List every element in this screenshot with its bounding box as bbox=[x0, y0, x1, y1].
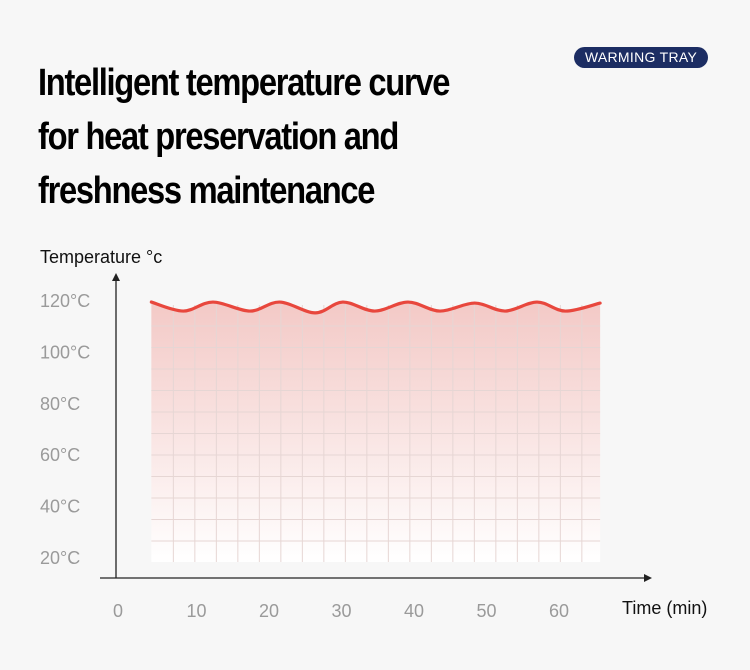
x-axis-title: Time (min) bbox=[622, 598, 707, 618]
x-axis-arrow-icon bbox=[644, 574, 652, 582]
y-axis-title: Temperature °c bbox=[40, 247, 162, 267]
headline: Intelligent temperature curve for heat p… bbox=[38, 56, 450, 218]
area-fill bbox=[151, 302, 601, 562]
x-tick-label: 20 bbox=[259, 601, 279, 621]
y-axis-arrow-icon bbox=[112, 273, 120, 281]
x-tick-label: 30 bbox=[331, 601, 351, 621]
x-tick-label: 10 bbox=[186, 601, 206, 621]
y-tick-label: 100°C bbox=[40, 342, 90, 362]
x-tick-label: 40 bbox=[404, 601, 424, 621]
y-tick-label: 20°C bbox=[40, 548, 80, 568]
headline-line: freshness maintenance bbox=[38, 170, 375, 212]
x-tick-label: 0 bbox=[113, 601, 123, 621]
x-tick-label: 50 bbox=[476, 601, 496, 621]
x-tick-label: 60 bbox=[549, 601, 569, 621]
y-tick-label: 80°C bbox=[40, 394, 80, 414]
temperature-line bbox=[149, 300, 602, 315]
product-badge: WARMING TRAY bbox=[574, 47, 708, 68]
headline-line: Intelligent temperature curve bbox=[38, 62, 450, 104]
y-tick-label: 40°C bbox=[40, 497, 80, 517]
y-tick-label: 120°C bbox=[40, 291, 90, 311]
y-tick-label: 60°C bbox=[40, 445, 80, 465]
headline-line: for heat preservation and bbox=[38, 116, 399, 158]
